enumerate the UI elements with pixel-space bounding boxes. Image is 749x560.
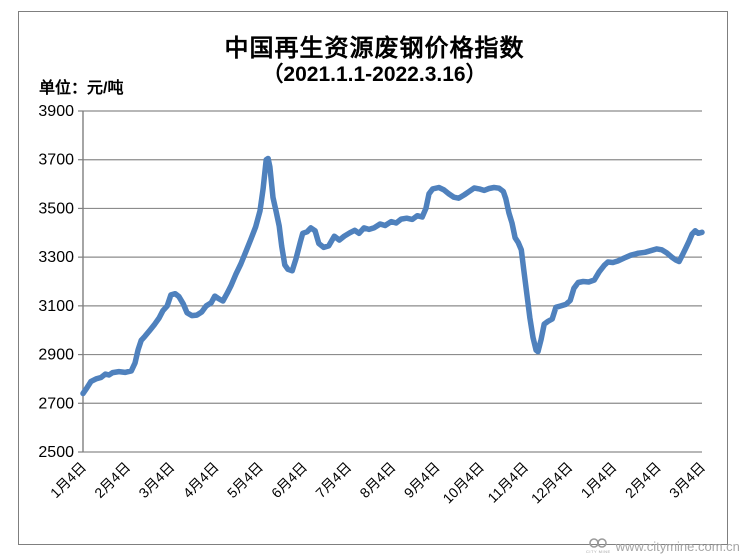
watermark: CITY MINE www.citymine.com.cn — [586, 536, 749, 556]
y-axis-label: 3300 — [38, 249, 74, 266]
y-axis-label: 3100 — [38, 298, 74, 315]
x-axis-label: 1月4日 — [47, 459, 89, 501]
x-axis-label: 10月4日 — [439, 459, 487, 507]
x-axis-label: 5月4日 — [224, 459, 266, 501]
y-axis-label: 3500 — [38, 200, 74, 217]
x-axis-label: 7月4日 — [312, 459, 354, 501]
citymine-logo-text: CITY MINE — [586, 549, 611, 554]
x-axis-label: 12月4日 — [528, 459, 576, 507]
x-axis-label: 11月4日 — [484, 459, 531, 506]
x-axis-label: 4月4日 — [180, 459, 222, 501]
x-axis-label: 8月4日 — [356, 459, 398, 501]
citymine-logo-icon: CITY MINE — [586, 538, 611, 554]
price-line — [80, 155, 705, 397]
y-axis-label: 3900 — [38, 103, 74, 120]
chart-subtitle: （2021.1.1-2022.3.16） — [262, 63, 487, 86]
y-axis-label: 2700 — [38, 395, 74, 412]
x-axis-label: 6月4日 — [268, 459, 310, 501]
x-axis-label: 2月4日 — [622, 459, 664, 501]
x-axis-label: 1月4日 — [578, 459, 620, 501]
x-axis-label: 3月4日 — [666, 459, 708, 501]
y-axis-label: 3700 — [38, 152, 74, 169]
y-axis-label: 2900 — [38, 347, 74, 364]
y-axis-label: 2500 — [38, 444, 74, 461]
chart-title: 中国再生资源废钢价格指数 — [224, 35, 525, 62]
watermark-url: www.citymine.com.cn — [615, 538, 740, 554]
x-axis-label: 3月4日 — [135, 459, 177, 501]
unit-label: 单位：元/吨 — [39, 80, 124, 97]
x-axis-label: 2月4日 — [91, 459, 133, 501]
outer-frame — [18, 11, 728, 545]
x-axis-label: 9月4日 — [401, 459, 443, 501]
